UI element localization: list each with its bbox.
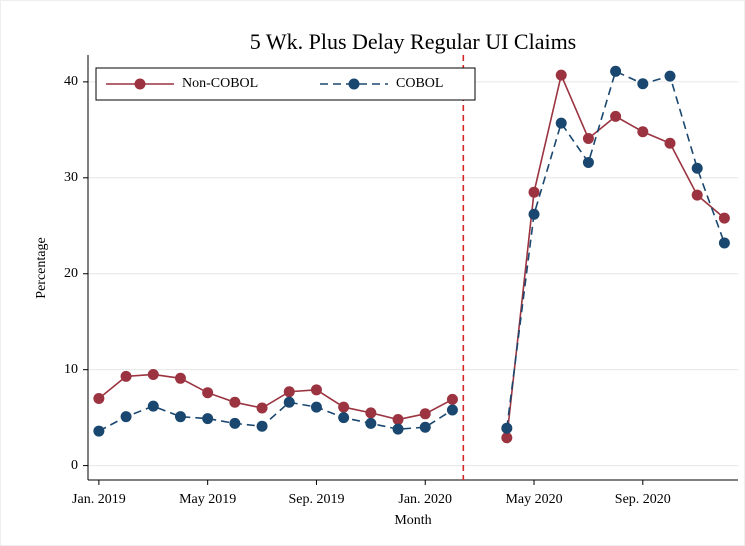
data-point [637,126,649,138]
data-point [691,189,703,201]
x-tick-label: Sep. 2019 [288,492,344,507]
data-point [202,387,214,399]
data-point [174,411,186,423]
x-tick-label: Sep. 2020 [615,492,671,507]
data-point [501,432,513,444]
data-point [93,425,105,437]
x-tick-label: Jan. 2019 [72,492,126,507]
data-point [283,386,295,398]
data-point [256,420,268,432]
x-tick-label: May 2019 [179,492,236,507]
data-point [582,132,594,144]
legend-label: Non-COBOL [182,76,258,91]
data-point [718,212,730,224]
data-point [637,78,649,90]
data-point [582,156,594,168]
data-point [610,65,622,77]
data-point [310,384,322,396]
data-point [664,70,676,82]
data-point [555,117,567,129]
data-point [202,413,214,425]
y-tick-label: 20 [64,266,78,281]
data-point [120,370,132,382]
chart-title: 5 Wk. Plus Delay Regular UI Claims [250,29,577,54]
legend-label: COBOL [396,76,443,91]
data-point [147,368,159,380]
data-point [528,186,540,198]
data-point [338,412,350,424]
data-point [691,162,703,174]
data-point [147,400,159,412]
data-point [555,69,567,81]
x-axis-label: Month [394,513,431,528]
legend-marker [134,78,146,90]
data-point [718,237,730,249]
y-tick-label: 40 [64,74,78,89]
data-point [610,110,622,122]
data-point [229,396,241,408]
data-point [528,208,540,220]
data-point [229,417,241,429]
data-point [338,401,350,413]
data-point [365,407,377,419]
x-tick-label: May 2020 [505,492,562,507]
data-point [283,396,295,408]
data-point [501,422,513,434]
data-point [419,421,431,433]
data-point [93,392,105,404]
y-axis-label: Percentage [34,237,49,298]
data-point [446,404,458,416]
data-point [174,372,186,384]
y-tick-label: 10 [64,362,78,377]
legend-marker [348,78,360,90]
y-tick-label: 30 [64,170,78,185]
x-tick-label: Jan. 2020 [398,492,452,507]
data-point [365,417,377,429]
data-point [392,423,404,435]
data-point [392,414,404,426]
data-point [120,411,132,423]
data-point [419,408,431,420]
data-point [256,402,268,414]
data-point [446,393,458,405]
y-tick-label: 0 [71,458,78,473]
data-point [310,401,322,413]
data-point [664,137,676,149]
